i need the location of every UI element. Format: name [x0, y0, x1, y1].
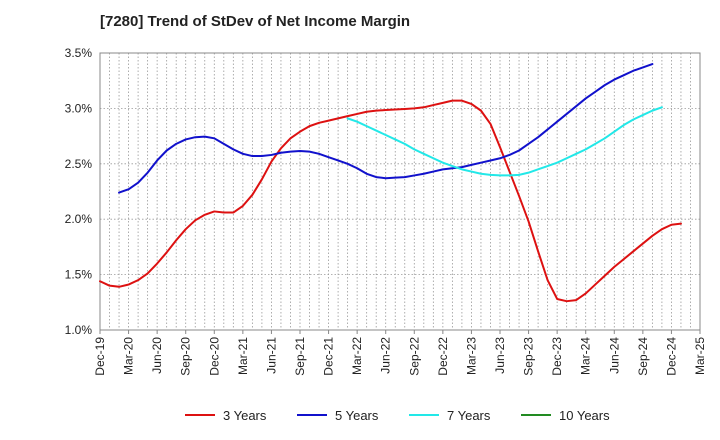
- x-tick-label: Sep-23: [522, 337, 536, 376]
- x-tick-label: Mar-21: [236, 337, 250, 375]
- x-tick-label: Dec-24: [664, 337, 678, 376]
- x-tick-label: Sep-20: [179, 337, 193, 376]
- y-tick-label: 1.0%: [65, 323, 93, 337]
- x-tick-label: Dec-20: [207, 337, 221, 376]
- chart-title: [7280] Trend of StDev of Net Income Marg…: [100, 13, 411, 30]
- series-line-3-years: [99, 99, 682, 303]
- y-tick-label: 1.5%: [65, 268, 93, 282]
- x-tick-label: Jun-21: [264, 337, 278, 374]
- plot-area: [100, 53, 700, 330]
- x-tick-label: Jun-20: [150, 337, 164, 374]
- x-tick-label: Dec-19: [93, 337, 107, 376]
- y-tick-label: 2.0%: [65, 212, 93, 226]
- x-tick-label: Jun-23: [493, 337, 507, 374]
- legend-label-3-years: 3 Years: [223, 408, 267, 423]
- x-tick-label: Jun-22: [379, 337, 393, 374]
- legend-label-7-years: 7 Years: [447, 408, 491, 423]
- x-tick-label: Dec-21: [322, 337, 336, 376]
- x-tick-label: Dec-23: [550, 337, 564, 376]
- legend-label-5-years: 5 Years: [335, 408, 379, 423]
- y-tick-label: 3.0%: [65, 101, 93, 115]
- x-tick-label: Dec-22: [436, 337, 450, 376]
- x-tick-label: Mar-22: [350, 337, 364, 375]
- x-tick-label: Mar-20: [122, 337, 136, 375]
- x-tick-label: Sep-22: [407, 337, 421, 376]
- x-tick-label: Jun-24: [607, 337, 621, 374]
- x-tick-label: Mar-24: [579, 337, 593, 375]
- x-tick-label: Mar-23: [464, 337, 478, 375]
- series-line-5-years: [118, 63, 654, 194]
- y-tick-label: 3.5%: [65, 46, 93, 60]
- plot-frame: [99, 52, 701, 331]
- x-tick-label: Mar-25: [693, 337, 707, 375]
- x-tick-label: Sep-24: [636, 337, 650, 376]
- series-line-7-years: [346, 106, 663, 177]
- x-tick-label: Sep-21: [293, 337, 307, 376]
- y-tick-label: 2.5%: [65, 157, 93, 171]
- legend-label-10-years: 10 Years: [559, 408, 610, 423]
